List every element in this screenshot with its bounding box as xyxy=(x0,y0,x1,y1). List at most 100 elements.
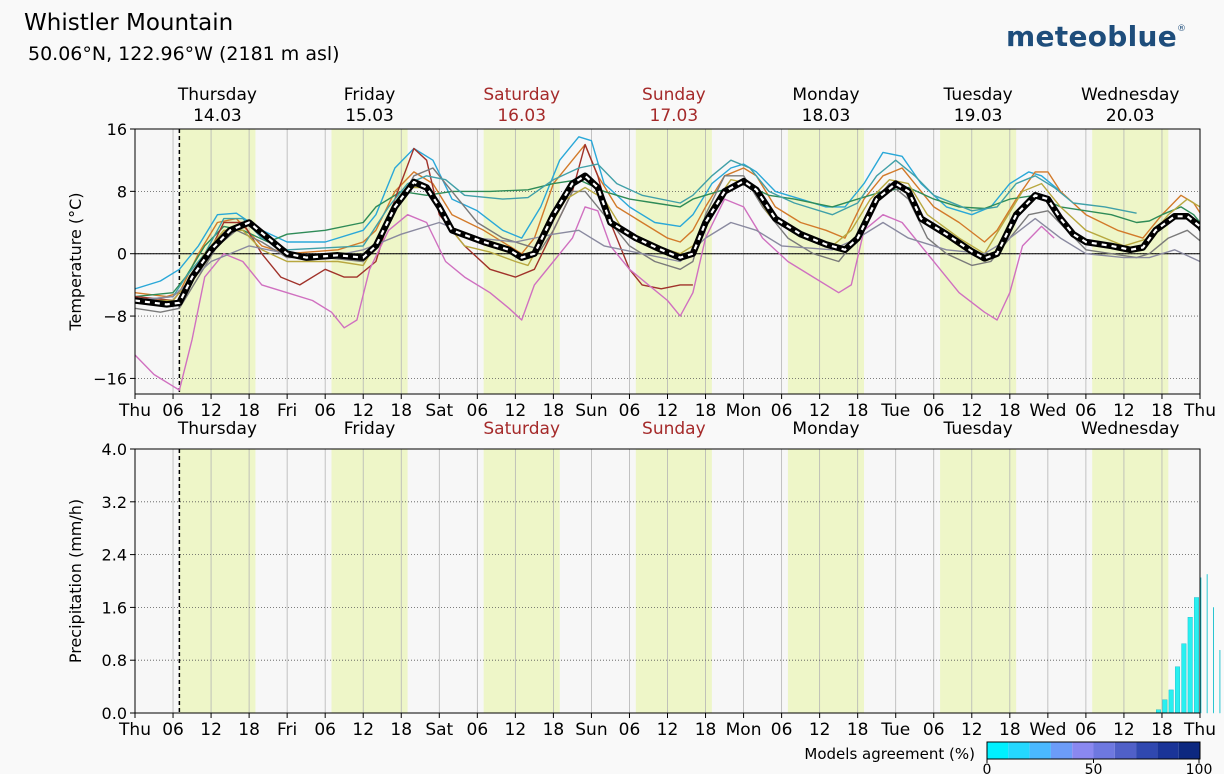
x-tick-label: Tue xyxy=(880,401,910,421)
legend-title: Models agreement (%) xyxy=(804,745,975,763)
daylight-band xyxy=(940,449,1017,713)
legend-swatch xyxy=(1157,742,1179,759)
x-tick-label: 06 xyxy=(162,720,184,740)
precip-bar xyxy=(1194,597,1200,714)
x-tick-label: 06 xyxy=(314,401,336,421)
y-tick-label: −8 xyxy=(103,307,127,326)
y-tick-label: 1.6 xyxy=(102,598,127,617)
models-agreement-legend: Models agreement (%) 0 50 100 xyxy=(804,741,1213,774)
location-title: Whistler Mountain xyxy=(24,10,234,36)
daylight-band xyxy=(179,449,256,713)
daylight-band xyxy=(483,129,560,394)
x-tick-label: 18 xyxy=(999,401,1021,421)
day-label: Tuesday xyxy=(943,85,1013,105)
x-tick-label: 12 xyxy=(352,401,374,421)
date-label: 20.03 xyxy=(1106,106,1155,126)
x-tick-label: 18 xyxy=(695,401,717,421)
daylight-band xyxy=(1092,129,1169,394)
x-tick-label: 18 xyxy=(238,401,260,421)
daylight-band xyxy=(331,449,408,713)
x-tick-label: Fri xyxy=(277,720,297,740)
legend-swatch xyxy=(1178,742,1200,759)
precip-bar xyxy=(1162,699,1168,714)
precip-bar xyxy=(1219,650,1221,714)
legend-swatch xyxy=(1029,742,1051,759)
x-tick-label: 18 xyxy=(390,720,412,740)
x-tick-label: 12 xyxy=(352,720,374,740)
day-label: Thursday xyxy=(177,85,257,105)
location-coordinates: 50.06°N, 122.96°W (2181 m asl) xyxy=(28,43,340,65)
x-tick-label: Sun xyxy=(575,401,607,421)
y-tick-label: −16 xyxy=(93,369,127,388)
daylight-band xyxy=(635,129,712,394)
precip-bar xyxy=(1181,643,1187,714)
x-tick-label: 06 xyxy=(923,720,945,740)
x-tick-label: Thu xyxy=(1183,720,1216,740)
plot-frame xyxy=(134,128,1201,395)
x-tick-label: Mon xyxy=(726,720,762,740)
ensemble-member-line xyxy=(135,179,1200,298)
precip-bar xyxy=(1168,689,1174,714)
x-tick-label: 06 xyxy=(1075,401,1097,421)
x-tick-label: 06 xyxy=(771,720,793,740)
x-tick-label: Thu xyxy=(118,720,151,740)
precip-bar xyxy=(1206,574,1208,714)
daylight-band xyxy=(1092,449,1169,713)
x-tick-label: 12 xyxy=(657,401,679,421)
meteoblue-logo[interactable]: meteoblue® xyxy=(1006,20,1186,53)
y-tick-label: 4.0 xyxy=(102,440,127,459)
date-label: 19.03 xyxy=(954,106,1003,126)
day-label: Saturday xyxy=(483,419,560,439)
x-tick-label: Mon xyxy=(726,401,762,421)
legend-swatch xyxy=(1093,742,1115,759)
precip-bar xyxy=(1213,607,1214,714)
y-tick-label: 0.0 xyxy=(102,704,127,723)
daylight-band xyxy=(940,129,1017,394)
x-tick-label: 12 xyxy=(1113,401,1135,421)
x-tick-label: Sat xyxy=(425,401,453,421)
legend-tick-label: 100 xyxy=(1186,762,1213,774)
x-tick-label: Wed xyxy=(1029,401,1066,421)
day-label: Friday xyxy=(344,419,396,439)
x-tick-label: 12 xyxy=(200,401,222,421)
precip-bar xyxy=(1200,577,1202,714)
plot-frame xyxy=(134,448,1201,714)
x-tick-label: 18 xyxy=(847,401,869,421)
x-tick-label: 18 xyxy=(390,401,412,421)
day-label: Saturday xyxy=(483,85,560,105)
date-label: 15.03 xyxy=(345,106,394,126)
x-tick-label: Sun xyxy=(575,720,607,740)
x-tick-label: 18 xyxy=(999,720,1021,740)
x-tick-label: 18 xyxy=(1151,401,1173,421)
brand-name: meteoblue xyxy=(1006,20,1178,53)
date-label: 18.03 xyxy=(802,106,851,126)
y-tick-label: 0.8 xyxy=(102,651,127,670)
legend-swatch xyxy=(1136,742,1158,759)
x-tick-label: 12 xyxy=(657,720,679,740)
precip-bar xyxy=(1187,617,1193,714)
legend-swatch xyxy=(1050,742,1073,759)
legend-swatch xyxy=(1008,742,1030,759)
x-tick-label: 06 xyxy=(314,720,336,740)
y-tick-label: 2.4 xyxy=(102,546,127,565)
x-tick-label: 12 xyxy=(1113,720,1135,740)
ensemble-member-line xyxy=(135,198,1055,391)
y-tick-label: 0 xyxy=(117,245,127,264)
mean-line-dashes xyxy=(135,174,1200,306)
x-tick-label: 12 xyxy=(961,401,983,421)
x-tick-label: 18 xyxy=(238,720,260,740)
x-tick-label: Fri xyxy=(277,401,297,421)
precip-bar xyxy=(1175,666,1180,714)
x-tick-label: 06 xyxy=(619,401,641,421)
x-tick-label: 06 xyxy=(923,401,945,421)
x-tick-label: 06 xyxy=(1075,720,1097,740)
legend-swatch xyxy=(1072,742,1094,759)
x-tick-label: Thu xyxy=(118,401,151,421)
day-label: Thursday xyxy=(177,419,257,439)
x-tick-label: 06 xyxy=(771,401,793,421)
x-tick-label: 12 xyxy=(505,720,527,740)
ensemble-member-line xyxy=(135,179,1200,302)
ensemble-lines xyxy=(135,136,1200,391)
